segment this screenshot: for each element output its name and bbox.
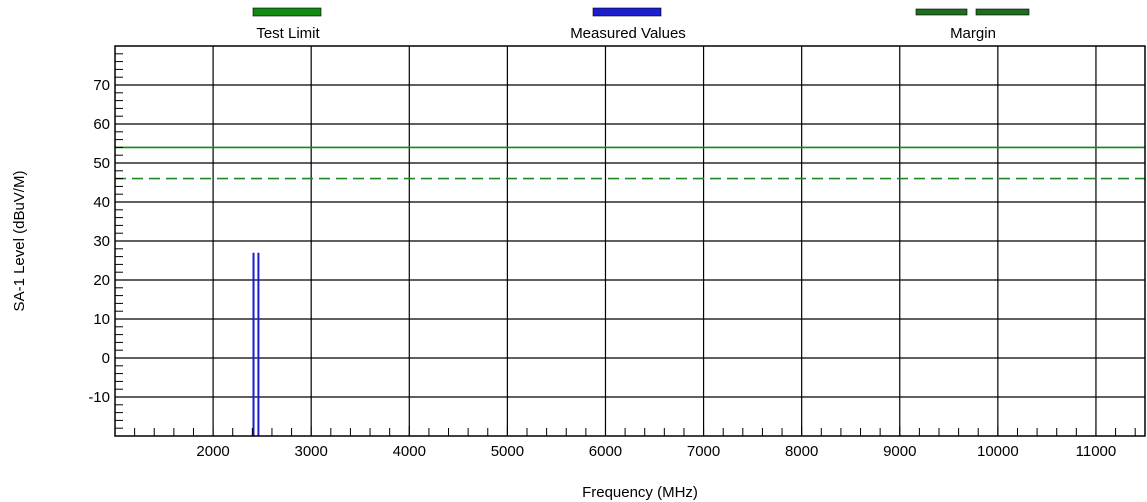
x-axis-title: Frequency (MHz) (582, 484, 698, 501)
y-tick-label: 60 (93, 116, 110, 133)
y-tick-label: 20 (93, 272, 110, 289)
y-tick-label: 50 (93, 155, 110, 172)
y-tick-label: 40 (93, 194, 110, 211)
y-tick-label: -10 (88, 389, 110, 406)
series-layer (115, 146, 1145, 436)
x-tick-label: 6000 (589, 443, 622, 460)
x-tick-label: 11000 (1076, 443, 1117, 460)
legend-swatch-margin (915, 8, 968, 16)
legend-label: Measured Values (570, 25, 686, 42)
legend-label: Test Limit (256, 25, 320, 42)
legend-swatch-test-limit (252, 7, 322, 17)
y-axis-title: SA-1 Level (dBuV/M) (11, 171, 28, 312)
y-tick-label: 70 (93, 77, 110, 94)
x-tick-label: 5000 (491, 443, 524, 460)
x-tick-label: 7000 (687, 443, 720, 460)
x-tick-label: 8000 (785, 443, 818, 460)
x-tick-label: 2000 (196, 443, 229, 460)
axis-ticks (115, 53, 1136, 436)
grid (115, 46, 1145, 436)
x-tick-label: 3000 (295, 443, 328, 460)
legend-swatch-margin (975, 8, 1030, 16)
legend-swatch-measured (592, 7, 662, 17)
legend-label: Margin (950, 25, 996, 42)
x-tick-label: 4000 (393, 443, 426, 460)
y-tick-label: 30 (93, 233, 110, 250)
tick-labels: 2000 3000 4000 5000 6000 7000 8000 9000 10000 110… (88, 77, 1116, 460)
x-tick-label: 10000 (977, 443, 1019, 460)
y-tick-label: 0 (102, 350, 110, 367)
y-tick-label: 10 (93, 311, 110, 328)
legend: Test Limit Measured Values Margin (252, 7, 1030, 42)
x-tick-label: 9000 (883, 443, 916, 460)
